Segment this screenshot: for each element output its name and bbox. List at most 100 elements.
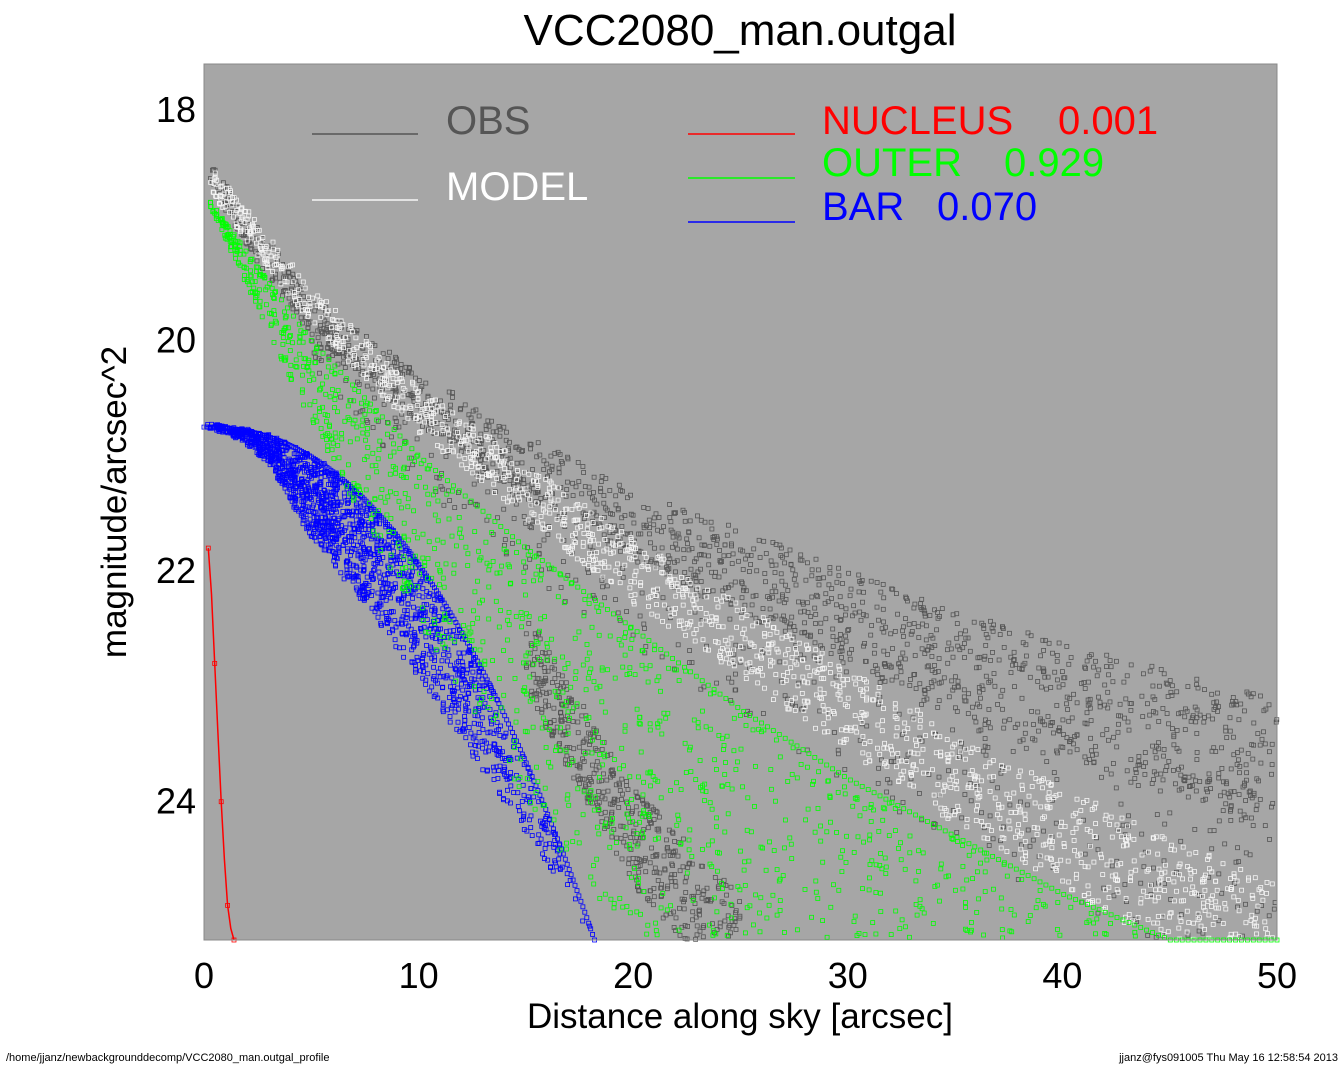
obs-point <box>982 653 988 659</box>
obs-point <box>922 651 928 656</box>
obs-point <box>681 556 687 561</box>
obs-point <box>631 520 637 526</box>
obs-point <box>527 441 533 447</box>
obs-point <box>1227 794 1233 800</box>
obs-point <box>1261 708 1267 714</box>
obs-point <box>534 454 540 460</box>
obs-point <box>763 551 769 556</box>
obs-point <box>1170 683 1175 689</box>
obs-point <box>1147 668 1153 674</box>
obs-point <box>1202 687 1207 692</box>
obs-point <box>1176 766 1181 772</box>
obs-point <box>1084 760 1089 766</box>
obs-point <box>926 772 932 777</box>
obs-point <box>1269 804 1274 810</box>
obs-point <box>541 665 547 670</box>
obs-point <box>986 843 992 848</box>
obs-point <box>857 579 863 584</box>
obs-point <box>1261 729 1266 735</box>
obs-point <box>773 589 779 595</box>
obs-point <box>1266 913 1272 919</box>
obs-point <box>512 471 518 477</box>
obs-point <box>633 804 639 810</box>
obs-point <box>923 637 929 643</box>
obs-point <box>563 493 569 499</box>
obs-point <box>1045 674 1051 680</box>
obs-point <box>937 614 942 619</box>
obs-point <box>1046 640 1052 646</box>
obs-point <box>1203 796 1208 802</box>
obs-point <box>1164 764 1170 769</box>
obs-point <box>695 569 701 575</box>
obs-point <box>708 519 714 525</box>
obs-point <box>747 569 752 574</box>
obs-point <box>663 912 669 918</box>
obs-point <box>557 741 562 746</box>
obs-point <box>1060 682 1066 688</box>
obs-point <box>963 628 968 634</box>
obs-point <box>939 606 945 611</box>
obs-point <box>763 579 768 585</box>
obs-point <box>936 656 942 661</box>
obs-point <box>619 776 625 782</box>
obs-point <box>634 794 640 800</box>
obs-point <box>1038 653 1043 659</box>
obs-point <box>991 622 996 628</box>
obs-point <box>1111 893 1117 899</box>
obs-point <box>587 742 592 747</box>
obs-point <box>637 863 643 868</box>
obs-point <box>625 787 631 792</box>
obs-point <box>728 884 734 890</box>
obs-point <box>975 701 980 707</box>
obs-point <box>544 691 549 696</box>
obs-point <box>503 551 509 557</box>
obs-point <box>1105 705 1111 711</box>
obs-point <box>1269 741 1275 747</box>
obs-point <box>1031 722 1036 727</box>
obs-point <box>1194 757 1200 762</box>
obs-point <box>880 606 886 612</box>
obs-point <box>792 572 798 578</box>
obs-point <box>450 390 455 396</box>
obs-point <box>1091 664 1096 670</box>
obs-point <box>910 715 916 721</box>
obs-point <box>624 609 629 614</box>
obs-point <box>719 899 725 905</box>
obs-point <box>558 717 564 723</box>
obs-point <box>647 531 652 537</box>
obs-point <box>635 795 641 800</box>
obs-point <box>1216 775 1222 781</box>
obs-point <box>847 650 852 656</box>
obs-point <box>813 612 819 617</box>
obs-point <box>294 309 300 315</box>
obs-point <box>254 258 260 264</box>
obs-point <box>1010 662 1015 668</box>
obs-point <box>773 542 779 547</box>
obs-point <box>843 612 848 618</box>
obs-point <box>604 777 610 783</box>
obs-point <box>978 695 983 701</box>
obs-point <box>462 402 468 408</box>
obs-point <box>1054 653 1060 658</box>
obs-point <box>1088 652 1094 658</box>
obs-point <box>805 610 811 615</box>
obs-point <box>651 902 656 908</box>
obs-point <box>493 429 499 435</box>
obs-point <box>614 850 619 856</box>
obs-point <box>770 594 775 600</box>
obs-point <box>856 589 862 595</box>
obs-point <box>637 613 643 619</box>
obs-point <box>1196 928 1202 934</box>
obs-point <box>1051 770 1057 775</box>
obs-point <box>412 375 418 381</box>
obs-point <box>651 886 657 891</box>
obs-point <box>575 459 581 465</box>
obs-point <box>843 606 849 612</box>
obs-point <box>880 582 886 587</box>
obs-point <box>1000 626 1006 631</box>
obs-point <box>1153 755 1159 761</box>
obs-point <box>673 915 679 921</box>
obs-point <box>945 660 951 666</box>
obs-point <box>739 580 745 586</box>
obs-point <box>546 689 552 695</box>
